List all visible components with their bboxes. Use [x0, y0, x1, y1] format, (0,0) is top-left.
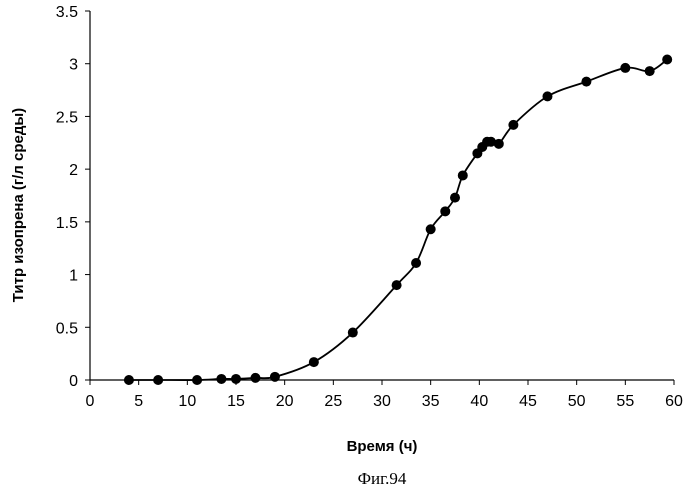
series-line	[129, 60, 667, 381]
x-tick-label: 15	[227, 393, 245, 410]
data-points	[124, 54, 672, 385]
data-point	[581, 77, 591, 87]
x-tick-label: 45	[519, 393, 537, 410]
y-axis-title: Титр изопрена (г/л среды)	[10, 108, 27, 302]
x-axis-title: Время (ч)	[347, 438, 418, 455]
data-point	[153, 375, 163, 385]
y-ticks: 0 0.5 1 1.5 2 2.5 3 3.5	[56, 4, 90, 390]
data-point	[620, 63, 630, 73]
y-tick-label: 3.5	[56, 4, 78, 21]
y-tick-label: 2	[69, 162, 78, 179]
x-ticks: 0 5 10 15 20 25 30 35 40 45 50 55 60	[86, 380, 683, 410]
y-tick-label: 3	[69, 57, 78, 74]
data-point	[192, 375, 202, 385]
x-tick-label: 60	[665, 393, 683, 410]
x-tick-label: 20	[276, 393, 294, 410]
data-point	[494, 139, 504, 149]
x-tick-label: 25	[324, 393, 342, 410]
data-point	[440, 206, 450, 216]
y-tick-label: 2.5	[56, 109, 78, 126]
data-point	[309, 357, 319, 367]
figure-caption: Фиг.94	[358, 469, 407, 488]
data-point	[450, 193, 460, 203]
x-tick-label: 35	[422, 393, 440, 410]
x-tick-label: 40	[470, 393, 488, 410]
x-tick-label: 0	[86, 393, 95, 410]
y-tick-label: 1.5	[56, 215, 78, 232]
data-point	[458, 170, 468, 180]
data-point	[508, 120, 518, 130]
data-point	[426, 224, 436, 234]
x-tick-label: 55	[616, 393, 634, 410]
data-point	[662, 54, 672, 64]
data-point	[645, 66, 655, 76]
x-tick-label: 50	[568, 393, 586, 410]
y-tick-label: 0.5	[56, 320, 78, 337]
x-tick-label: 10	[178, 393, 196, 410]
x-tick-label: 30	[373, 393, 391, 410]
y-tick-label: 1	[69, 268, 78, 285]
y-tick-label: 0	[69, 373, 78, 390]
plot-frame	[90, 11, 674, 380]
x-tick-label: 5	[134, 393, 143, 410]
data-point	[392, 280, 402, 290]
data-point	[411, 258, 421, 268]
data-point	[348, 328, 358, 338]
data-point	[124, 375, 134, 385]
data-point	[231, 374, 241, 384]
data-point	[216, 374, 226, 384]
data-point	[542, 91, 552, 101]
data-point	[270, 372, 280, 382]
data-point	[250, 373, 260, 383]
